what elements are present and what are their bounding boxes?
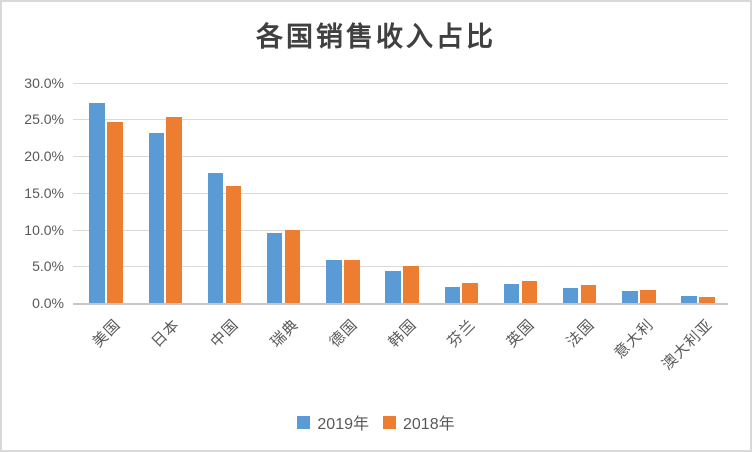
bar-2019年-德国 [326, 259, 342, 303]
y-axis-tick-label: 25.0% [24, 111, 64, 128]
bar-2018年-瑞典 [284, 229, 301, 303]
legend: 2019年 2018年 [2, 410, 750, 434]
bar-2019年-法国 [562, 287, 579, 303]
gridline-30.0% [73, 82, 728, 84]
x-axis-category-label: 美国 [88, 315, 125, 351]
legend-swatch-2018 [383, 415, 396, 429]
y-axis-tick-label: 5.0% [32, 258, 64, 275]
y-axis-tick-label: 15.0% [24, 184, 64, 201]
gridline-5.0% [73, 266, 728, 268]
legend-swatch-2019 [297, 415, 311, 429]
bar-2018年-日本 [166, 117, 182, 303]
gridline-15.0% [73, 192, 728, 194]
bar-2018年-法国 [580, 284, 597, 303]
bar-2018年-意大利 [640, 289, 656, 303]
bar-2018年-澳大利亚 [699, 297, 715, 303]
legend-item-2018: 2018年 [383, 410, 455, 434]
bar-2019年-意大利 [622, 291, 638, 303]
bar-2019年-澳大利亚 [681, 296, 697, 303]
bar-2018年-韩国 [403, 265, 419, 303]
y-axis-tick-label: 0.0% [32, 295, 64, 311]
bar-2019年-中国 [207, 173, 224, 303]
chart-title: 各国销售收入占比 [256, 22, 496, 53]
bar-2019年-韩国 [385, 271, 401, 303]
gridline-25.0% [73, 119, 728, 121]
y-axis-tick-label: 20.0% [24, 148, 64, 165]
bar-2019年-瑞典 [266, 233, 283, 303]
bar-2018年-德国 [344, 259, 360, 303]
gridline-10.0% [73, 229, 728, 231]
bar-2019年-芬兰 [444, 286, 460, 303]
legend-item-2019: 2019年 [297, 410, 369, 434]
legend-label-2019: 2019年 [317, 416, 369, 433]
bar-2019年-美国 [89, 102, 105, 303]
x-axis-line [73, 303, 728, 305]
gridline-20.0% [73, 156, 728, 158]
bar-2018年-中国 [225, 185, 242, 303]
y-axis-tick-label: 10.0% [24, 221, 64, 238]
bar-2019年-英国 [503, 283, 520, 303]
bar-2019年-日本 [148, 133, 164, 303]
bar-2018年-英国 [521, 280, 538, 303]
bar-2018年-芬兰 [462, 283, 478, 303]
legend-label-2018: 2018年 [403, 416, 455, 433]
y-axis-tick-label: 30.0% [24, 74, 64, 91]
bar-2018年-美国 [107, 122, 123, 303]
